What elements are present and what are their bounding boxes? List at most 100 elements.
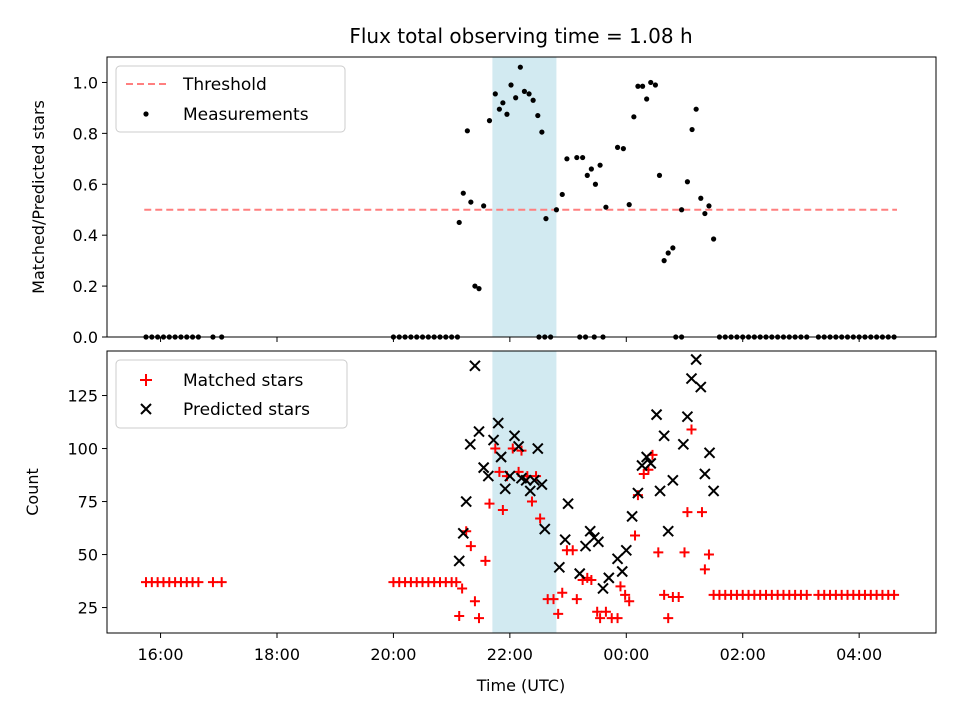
predicted-star-point (677, 438, 690, 451)
bottom-y-tick-label: 75 (78, 493, 98, 512)
predicted-star-point (636, 459, 648, 472)
matched-star-point (615, 581, 626, 592)
predicted-star-point (492, 417, 504, 429)
predicted-star-point (645, 457, 657, 470)
matched-star-point (630, 530, 641, 541)
bottom-y-tick-label: 100 (67, 440, 98, 459)
bottom-x-tick-label: 16:00 (138, 645, 184, 664)
predicted-star-point (453, 555, 465, 567)
measurement-point (698, 195, 704, 201)
predicted-star-point (662, 525, 674, 537)
predicted-star-point (579, 540, 592, 552)
predicted-star-point (574, 567, 586, 580)
predicted-star-point (695, 381, 707, 393)
measurement-point (539, 129, 545, 135)
measurement-point (670, 245, 676, 251)
predicted-star-point (707, 485, 720, 497)
top-panel: 0.0 0.2 0.4 0.6 0.8 1.0 Matched/Predicted sta… (29, 56, 937, 347)
measurement-point (468, 199, 474, 205)
matched-star-point (600, 606, 611, 617)
predicted-star-point (640, 451, 653, 463)
matched-star-point (465, 541, 476, 552)
bottom-plot-frame (106, 350, 937, 634)
matched-star-point (480, 555, 491, 566)
predicted-star-point (464, 438, 476, 451)
measurement-point (644, 96, 650, 102)
measurement-point (588, 166, 594, 172)
measurement-point (648, 79, 654, 86)
bottom-x-tick-label: 04:00 (836, 645, 882, 664)
measurement-point (693, 106, 699, 112)
measurement-point (481, 203, 487, 209)
measurement-point (652, 82, 658, 88)
measurement-point (614, 144, 621, 150)
matched-star-point (663, 613, 674, 624)
predicted-star-point (690, 353, 702, 366)
predicted-star-point (532, 442, 544, 455)
bottom-x-tick-label: 22:00 (487, 645, 533, 664)
measurement-point (689, 126, 695, 133)
matched-star-point (216, 577, 227, 588)
matched-star-point (454, 611, 465, 622)
matched-star-point (571, 594, 582, 605)
measurement-point (496, 106, 502, 112)
measurement-point (574, 154, 580, 161)
predicted-star-point (603, 572, 615, 584)
measurement-point (639, 83, 646, 89)
predicted-star-point (592, 536, 605, 548)
measurement-point (656, 172, 663, 178)
predicted-star-point (469, 360, 481, 372)
matched-star-point (548, 594, 559, 605)
measurement-point (486, 118, 493, 124)
measurement-point (464, 128, 470, 134)
measurement-point (584, 172, 590, 178)
predicted-star-point (473, 425, 485, 438)
legend-matched-label: Matched stars (183, 371, 303, 391)
matched-star-point (595, 613, 606, 624)
matched-star-point (699, 564, 710, 575)
bottom-x-tick-label: 20:00 (370, 645, 416, 664)
legend-predicted-label: Predicted stars (183, 400, 310, 420)
top-plot-frame (106, 56, 937, 338)
predicted-star-point (632, 487, 644, 499)
matched-star-point (703, 549, 714, 560)
matched-star-point (526, 496, 537, 507)
predicted-star-point (559, 533, 571, 546)
bottom-y-tick-label: 125 (67, 387, 98, 406)
predicted-star-point (703, 447, 716, 459)
matched-star-point (535, 513, 546, 524)
legend-threshold-label: Threshold (182, 75, 267, 95)
measurement-point (597, 162, 603, 168)
measurement-point (665, 250, 671, 256)
matched-star-point (474, 613, 485, 624)
measurement-point (476, 286, 482, 292)
measurement-point (460, 190, 466, 196)
top-highlight-span (492, 57, 557, 337)
bottom-x-tick-label: 00:00 (603, 645, 649, 664)
measurement-point (684, 179, 691, 185)
matched-star-point (612, 613, 623, 624)
measurement-point (592, 181, 599, 187)
top-legend: Threshold Measurements (115, 65, 346, 133)
top-y-tick-label: 0.2 (73, 277, 98, 296)
matched-star-point (557, 587, 568, 598)
predicted-star-point (616, 565, 628, 578)
measurement-point (500, 100, 506, 106)
predicted-star-point (512, 440, 525, 453)
predicted-star-point (620, 544, 632, 557)
predicted-star-point (685, 372, 698, 385)
predicted-star-point (611, 553, 624, 565)
bottom-y-axis-label: Count (23, 468, 42, 516)
measurement-point (543, 216, 549, 222)
top-y-tick-label: 0.0 (73, 328, 98, 347)
legend-predicted-swatch (140, 403, 152, 415)
top-y-axis-label: Matched/Predicted stars (29, 100, 48, 294)
bottom-panel: 25 50 75 100 125 16:00 18:00 20:00 22:00 00:00 02… (23, 350, 937, 695)
matched-star-point (490, 443, 501, 454)
predicted-star-point (457, 527, 469, 540)
bottom-legend-box (115, 359, 348, 429)
matched-star-point (567, 545, 578, 556)
measurement-point (702, 210, 708, 217)
measurement-point (530, 97, 536, 103)
